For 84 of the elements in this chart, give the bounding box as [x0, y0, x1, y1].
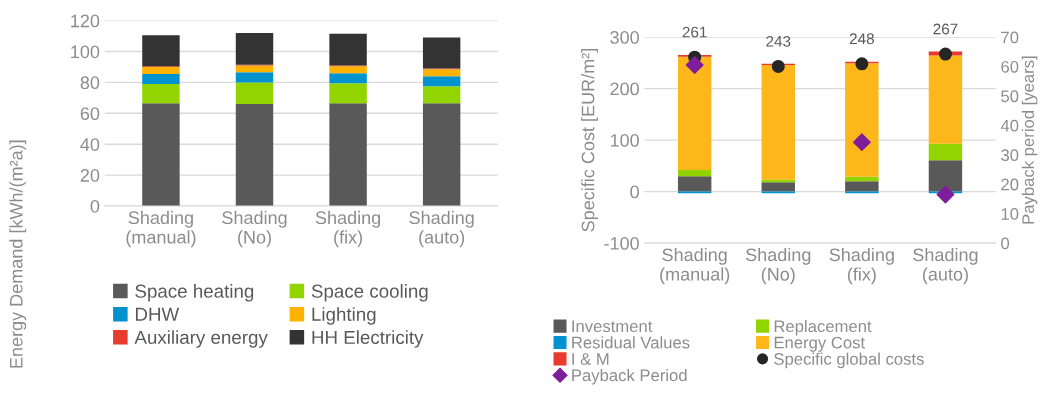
legend-label: Specific global costs: [774, 352, 924, 369]
data-label: 267: [933, 23, 958, 35]
legend-label: HH Electricity: [312, 330, 424, 348]
bar: [329, 103, 367, 206]
legend-label: Energy Cost: [774, 336, 865, 352]
bar: [422, 103, 461, 206]
y-tick-label: 40: [80, 138, 100, 151]
x-tick-label: Shading (manual): [660, 247, 730, 285]
legend-label: Lighting: [312, 307, 376, 325]
bar: [235, 32, 274, 65]
bar: [329, 83, 367, 104]
data-label: 243: [766, 35, 791, 47]
y2-axis-title: Payback period [years]: [1021, 56, 1038, 224]
y2-tick-label: 50: [1001, 90, 1019, 103]
y-axis-title: Specific Cost [EUR/m²]: [581, 49, 598, 232]
y2-tick-label: 60: [1001, 60, 1019, 73]
y-tick-label: 80: [80, 76, 100, 90]
legend-label: Auxiliary energy: [134, 330, 268, 348]
y2-tick-label: 40: [1000, 119, 1019, 132]
y-tick-label: 100: [71, 45, 100, 59]
y2-tick-label: 0: [1001, 237, 1010, 250]
point: [938, 47, 952, 61]
y-tick-label: -100: [604, 237, 639, 250]
point: [855, 57, 869, 71]
data-label: 261: [682, 26, 707, 38]
y2-tick-label: 20: [1001, 178, 1019, 191]
bar: [422, 86, 461, 104]
bar: [329, 73, 367, 84]
point: [936, 185, 955, 204]
legend-label: Investment: [572, 320, 653, 333]
bar: [761, 64, 795, 180]
point: [685, 56, 704, 74]
legend-label: I & M: [572, 353, 609, 365]
bar: [329, 33, 367, 66]
bar: [329, 66, 367, 74]
bar: [845, 181, 879, 192]
x-tick-label: Shading (auto): [409, 210, 474, 248]
y-tick-label: 100: [610, 134, 639, 147]
x-tick-label: Shading (manual): [126, 210, 196, 248]
y-tick-label: 0: [90, 199, 100, 213]
bar: [677, 169, 712, 177]
bar: [142, 83, 180, 104]
y-tick-label: 200: [610, 82, 639, 96]
y-tick-label: 120: [71, 14, 100, 28]
y-tick-label: 60: [80, 107, 100, 121]
legend-label: DHW: [135, 307, 180, 321]
bar: [422, 37, 461, 69]
x-tick-label: Shading (fix): [315, 210, 381, 248]
bar: [928, 160, 963, 192]
x-tick-label: Shading (fix): [829, 247, 894, 285]
data-label: 248: [849, 33, 874, 45]
bar: [235, 72, 274, 83]
bar: [422, 76, 461, 87]
x-tick-label: Shading (No): [745, 247, 811, 285]
y-tick-label: 0: [630, 185, 639, 199]
bar: [235, 104, 274, 206]
bar: [845, 63, 879, 177]
bar: [928, 143, 963, 161]
bar: [422, 69, 461, 77]
bar: [235, 82, 274, 105]
bar: [677, 56, 712, 170]
legend-label: Space cooling: [311, 284, 428, 302]
x-tick-label: Shading (No): [222, 210, 287, 248]
legend-label: Residual Values: [572, 336, 690, 349]
y-tick-label: 20: [80, 169, 100, 182]
x-tick-label: Shading (auto): [913, 247, 978, 285]
bar: [928, 55, 963, 144]
y-tick-label: 300: [610, 31, 639, 44]
point: [852, 133, 871, 152]
bar: [142, 66, 180, 74]
legend-label: Replacement: [774, 319, 872, 336]
y2-tick-label: 30: [1001, 149, 1019, 161]
y2-tick-label: 70: [1001, 31, 1019, 44]
bar: [142, 73, 180, 84]
bar: [142, 103, 180, 206]
y-axis-title: Energy Demand [kWh/(m²a)]: [9, 140, 27, 368]
y2-tick-label: 10: [1001, 208, 1019, 220]
legend-label: Space heating: [135, 284, 254, 302]
legend-label: Payback Period: [572, 368, 687, 385]
bar: [761, 182, 795, 192]
bar: [235, 65, 274, 73]
bar: [677, 176, 712, 192]
bar: [142, 35, 180, 67]
point: [771, 59, 785, 73]
